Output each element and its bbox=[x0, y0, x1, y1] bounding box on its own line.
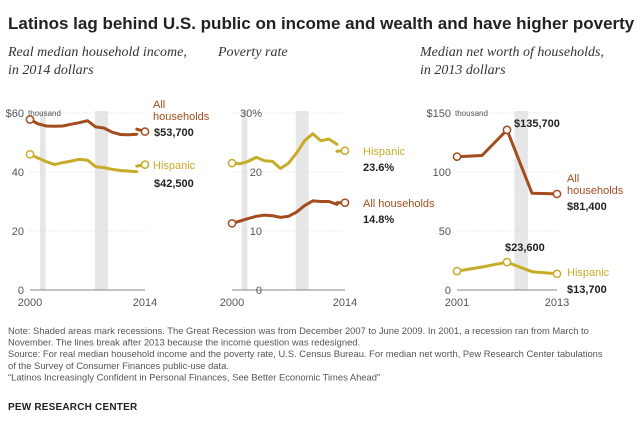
chart-panels: Real median household income, in 2014 dol… bbox=[6, 45, 624, 309]
recession-band bbox=[39, 111, 46, 290]
series-hispanic: Hispanic $42,500 bbox=[25, 149, 196, 190]
peak-point bbox=[502, 125, 512, 135]
y-tick-label: 0 bbox=[445, 285, 451, 297]
chart-panel-3: Median net worth of households, in 2013 d… bbox=[419, 45, 624, 309]
series-line bbox=[28, 152, 139, 174]
y-tick-label: $150 bbox=[427, 108, 451, 120]
x-tick-label: 2014 bbox=[333, 297, 357, 309]
y-tick-label: $60 bbox=[6, 108, 24, 120]
series-all_households: All households 14.8% bbox=[227, 198, 435, 228]
start-point bbox=[25, 149, 35, 159]
recession-band bbox=[514, 111, 528, 290]
x-tick-label: 2014 bbox=[133, 297, 157, 309]
peak-value-label: $23,600 bbox=[505, 242, 545, 254]
recession-band bbox=[94, 111, 109, 290]
chart-panel-1: Real median household income, in 2014 dol… bbox=[6, 45, 210, 309]
y-tick-label: 20 bbox=[12, 226, 24, 238]
y-tick-label: 20 bbox=[250, 167, 262, 179]
figure-title: Latinos lag behind U.S. public on income… bbox=[8, 14, 640, 33]
peak-point bbox=[502, 257, 512, 267]
y-tick-label: 40 bbox=[12, 167, 24, 179]
panel-title-line: Poverty rate bbox=[217, 45, 288, 60]
y-tick-label: 0 bbox=[256, 285, 262, 297]
y-tick-label: 50 bbox=[439, 226, 451, 238]
recession-band bbox=[295, 111, 309, 290]
series-label: households bbox=[567, 185, 624, 197]
series-label: All households bbox=[363, 198, 435, 210]
end-point bbox=[552, 269, 562, 279]
note-line: of the Survey of Consumer Finances publi… bbox=[8, 360, 229, 371]
end-value-label: $13,700 bbox=[567, 284, 607, 296]
start-point bbox=[25, 115, 35, 124]
end-value-label: 14.8% bbox=[363, 214, 394, 226]
note-line: Source: For real median household income… bbox=[8, 348, 603, 359]
end-point bbox=[140, 127, 150, 136]
y-unit-label: thousand bbox=[28, 109, 61, 118]
y-tick-label: 100 bbox=[433, 167, 451, 179]
series-line bbox=[230, 132, 339, 170]
panel-title-line: in 2013 dollars bbox=[420, 63, 506, 78]
panel-title-line: Median net worth of households, bbox=[419, 45, 604, 60]
series-line bbox=[28, 118, 139, 137]
end-value-label: $53,700 bbox=[154, 127, 194, 139]
end-point bbox=[340, 198, 350, 208]
series-line bbox=[455, 128, 559, 196]
recession-band bbox=[241, 111, 248, 290]
series-label: households bbox=[153, 111, 210, 123]
end-point bbox=[552, 189, 562, 199]
end-value-label: $42,500 bbox=[154, 178, 194, 190]
peak-value-label: $135,700 bbox=[514, 118, 560, 130]
panel-title-line: in 2014 dollars bbox=[8, 63, 94, 78]
series-hispanic: Hispanic $13,700 $23,600 bbox=[452, 242, 610, 296]
end-point bbox=[340, 146, 350, 156]
y-tick-label: 30% bbox=[240, 108, 262, 120]
source-org: PEW RESEARCH CENTER bbox=[8, 402, 138, 413]
series-label: Hispanic bbox=[153, 160, 196, 172]
chart-panel-2: Poverty rate 30% 20 10 0 2000 2014 Hispanic 23.6… bbox=[217, 45, 435, 309]
note-line: “Latinos Increasingly Confident in Perso… bbox=[8, 371, 380, 382]
note-line: November. The lines break after 2013 bec… bbox=[8, 337, 360, 348]
y-unit-label: thousand bbox=[455, 109, 488, 118]
series-label: All bbox=[567, 173, 579, 185]
note-line: Note: Shaded areas mark recessions. The … bbox=[8, 325, 589, 336]
x-tick-label: 2013 bbox=[545, 297, 569, 309]
panel-title-line: Real median household income, bbox=[7, 45, 187, 60]
series-label: All bbox=[153, 99, 165, 111]
x-tick-label: 2000 bbox=[220, 297, 244, 309]
start-point bbox=[227, 158, 237, 168]
series-hispanic: Hispanic 23.6% bbox=[227, 132, 406, 174]
notes-block: Note: Shaded areas mark recessions. The … bbox=[8, 325, 603, 382]
y-tick-label: 0 bbox=[18, 285, 24, 297]
end-point bbox=[140, 160, 150, 169]
start-point bbox=[452, 266, 462, 276]
start-point bbox=[452, 152, 462, 162]
start-point bbox=[227, 218, 237, 228]
series-line bbox=[230, 199, 339, 225]
x-tick-label: 2000 bbox=[18, 297, 42, 309]
series-label: Hispanic bbox=[567, 267, 610, 279]
end-value-label: $81,400 bbox=[567, 201, 607, 213]
x-tick-label: 2001 bbox=[445, 297, 469, 309]
series-label: Hispanic bbox=[363, 146, 406, 158]
end-value-label: 23.6% bbox=[363, 162, 394, 174]
y-tick-label: 10 bbox=[250, 226, 262, 238]
